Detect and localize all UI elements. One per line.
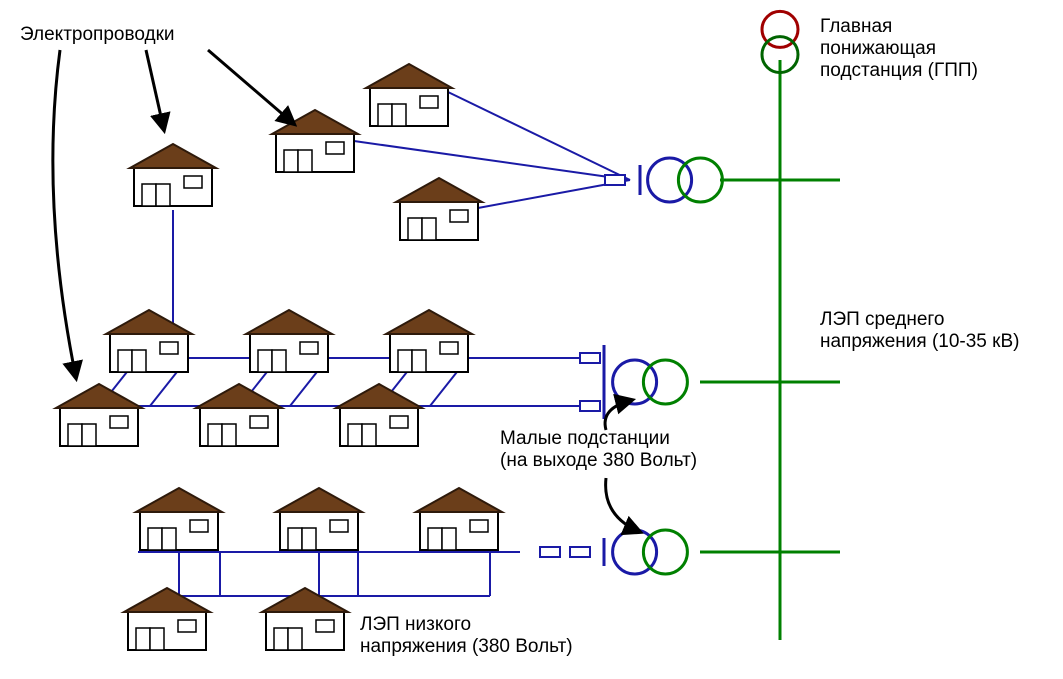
power-distribution-diagram: Электропроводки Главнаяпонижающаяподстанц… (0, 0, 1063, 679)
house-icon (136, 488, 222, 550)
fuse-icon (605, 175, 625, 185)
house-icon (272, 110, 358, 172)
label-lv_l1: ЛЭП низкого (360, 614, 471, 635)
label-sub_l2: (на выходе 380 Вольт) (500, 450, 697, 471)
label-mv_l2: напряжения (10-35 кВ) (820, 331, 1019, 352)
fuse-icon (580, 401, 600, 411)
house-icon (196, 384, 282, 446)
callout-arrow (208, 50, 294, 124)
house-icon (366, 64, 452, 126)
house-icon (246, 310, 332, 372)
label-wiring: Электропроводки (20, 24, 175, 45)
house-icon (386, 310, 472, 372)
transformer-sub1 (648, 158, 723, 202)
house-icon (130, 144, 216, 206)
label-sub_l1: Малые подстанции (500, 428, 670, 449)
label-gpp_l1: Главная (820, 16, 892, 37)
callout-arrow (146, 50, 164, 130)
fuse-icon (570, 547, 590, 557)
house-icon (336, 384, 422, 446)
house-icon (416, 488, 502, 550)
transformer-sub3 (613, 530, 688, 574)
house-icon (396, 178, 482, 240)
callout-arrow (53, 50, 76, 378)
label-gpp_l2: понижающая (820, 38, 936, 59)
house-icon (262, 588, 348, 650)
fuse-icon (540, 547, 560, 557)
label-lv_l2: напряжения (380 Вольт) (360, 636, 573, 657)
label-mv_l1: ЛЭП среднего (820, 309, 945, 330)
transformer-sub2 (613, 360, 688, 404)
fuse-icon (580, 353, 600, 363)
house-icon (106, 310, 192, 372)
label-gpp_l3: подстанция (ГПП) (820, 60, 978, 81)
house-icon (276, 488, 362, 550)
house-icon (124, 588, 210, 650)
house-icon (56, 384, 142, 446)
callout-arrow (606, 478, 640, 532)
